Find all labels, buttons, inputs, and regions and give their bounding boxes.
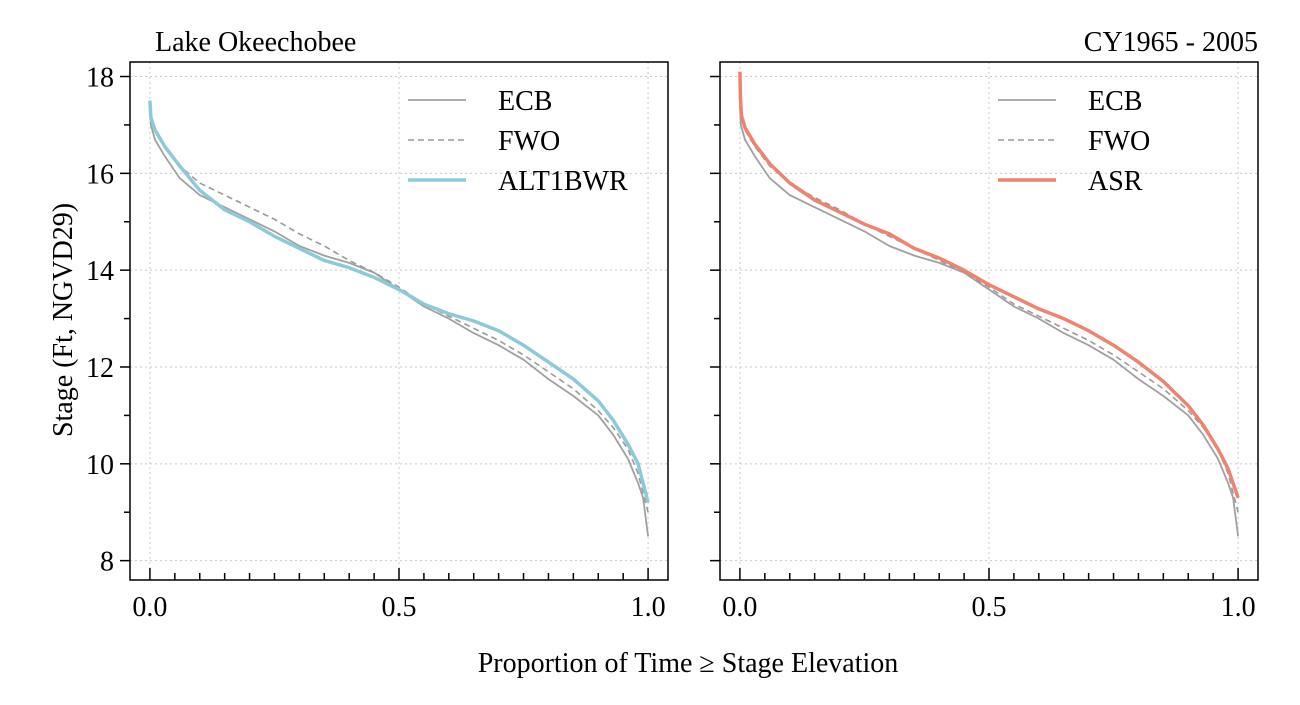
legend: ECB FWO ASR <box>998 86 1150 197</box>
legend: ECB FWO ALT1BWR <box>408 86 628 197</box>
x-tick-label: 1.0 <box>1221 592 1256 623</box>
legend-label-ecb: ECB <box>1088 86 1142 117</box>
y-axis-label: Stage (Ft, NGVD29) <box>48 203 79 437</box>
series-line-fwo <box>149 100 649 513</box>
legend-label-fwo: FWO <box>498 126 560 157</box>
series-line-alt1bwr <box>148 100 650 503</box>
y-tick-label: 8 <box>100 547 114 578</box>
chart-panel-1: 0.0 0.5 1.0 8 10 12 14 16 18 ECB FWO ALT1BWR <box>86 61 669 623</box>
y-tick-label: 18 <box>86 63 114 94</box>
y-tick-label: 10 <box>86 450 114 481</box>
panel-title-right: CY1965 - 2005 <box>1084 27 1258 58</box>
x-axis-label: Proportion of Time ≥ Stage Elevation <box>478 648 899 679</box>
x-tick-label: 0.5 <box>382 592 417 623</box>
chart-panel-2: 0.0 0.5 1.0 ECB FWO ASR <box>710 61 1259 623</box>
legend-label-asr: ASR <box>1088 166 1143 197</box>
series-line-ecb <box>739 105 1239 537</box>
x-tick-label: 0.0 <box>722 592 757 623</box>
y-tick-label: 14 <box>86 256 114 287</box>
x-tick-label: 1.0 <box>631 592 666 623</box>
x-tick-label: 0.5 <box>972 592 1007 623</box>
x-tick-label: 0.0 <box>132 592 167 623</box>
chart-panels: 0.0 0.5 1.0 8 10 12 14 16 18 ECB FWO ALT1BWR 0.0 0.5 1… <box>86 61 1259 623</box>
series-line-asr <box>738 71 1240 499</box>
legend-label-ecb: ECB <box>498 86 552 117</box>
y-tick-label: 12 <box>86 353 114 384</box>
legend-label-alt1bwr: ALT1BWR <box>498 166 628 197</box>
y-tick-label: 16 <box>86 159 114 190</box>
legend-label-fwo: FWO <box>1088 126 1150 157</box>
panel-title-left: Lake Okeechobee <box>155 27 356 58</box>
